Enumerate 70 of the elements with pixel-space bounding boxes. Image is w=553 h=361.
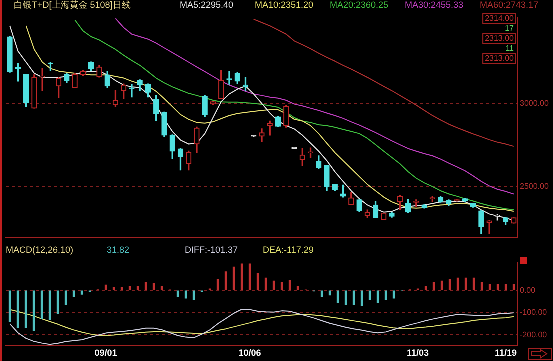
- bar: [120, 287, 124, 290]
- bar: [360, 290, 364, 306]
- bar: [344, 290, 348, 305]
- candlestick: [129, 84, 135, 98]
- bar: [448, 279, 452, 290]
- bar: [248, 264, 252, 290]
- chart-title: MACD(12,26,10): [6, 245, 74, 256]
- bar: [112, 287, 116, 290]
- text: MA10:2351.20: [255, 0, 314, 11]
- bar: [152, 283, 156, 290]
- bar: [64, 290, 68, 305]
- bar: [384, 290, 388, 300]
- bar: [472, 278, 476, 290]
- bar: [288, 280, 292, 290]
- bar: [216, 279, 220, 290]
- y-tick-label: -100.00: [520, 308, 548, 318]
- text: MA20:2360.25: [330, 0, 389, 11]
- bar: [440, 280, 444, 290]
- bar: [272, 280, 276, 290]
- x-tick-label: 11/03: [406, 348, 430, 358]
- bar: [240, 264, 244, 290]
- bar: [464, 278, 468, 290]
- bar: [504, 284, 508, 290]
- bar: [232, 266, 236, 290]
- y-tick-label: 3000.00: [520, 99, 550, 108]
- bar: [56, 290, 60, 314]
- bar: [224, 272, 228, 290]
- bar: [40, 290, 44, 319]
- bar: [432, 282, 436, 290]
- bar: [280, 282, 284, 290]
- bar: [32, 290, 36, 332]
- bar: [352, 290, 356, 305]
- x-tick-label: 09/01: [94, 348, 118, 358]
- bar: [480, 282, 484, 290]
- text: 31.82: [107, 245, 130, 256]
- y-tick-label: -200.00: [520, 330, 548, 340]
- bar: [144, 282, 148, 290]
- chart-title: 白银T+D[上海黄金 5108]日线: [14, 0, 131, 11]
- bar: [48, 290, 52, 321]
- bar: [496, 284, 500, 290]
- bar: [368, 290, 372, 300]
- annotation: 17: [505, 24, 515, 34]
- annotation: 11: [506, 44, 515, 54]
- bar: [264, 278, 268, 290]
- x-tick-label: 10/06: [238, 348, 262, 358]
- candlestick: [40, 68, 46, 92]
- bar: [256, 273, 260, 290]
- bar: [512, 284, 516, 290]
- bar: [456, 278, 460, 290]
- text: MA30:2455.33: [405, 0, 464, 11]
- candlestick: [226, 71, 232, 85]
- text: MA5:2295.40: [180, 0, 234, 11]
- candlestick: [486, 220, 492, 234]
- annotation: 2314.00: [485, 14, 515, 24]
- bar: [8, 290, 12, 322]
- bar: [104, 284, 108, 290]
- annotation: 2313.00: [485, 54, 515, 64]
- bar: [488, 284, 492, 290]
- bar: [16, 290, 20, 328]
- bar: [24, 290, 28, 328]
- text: MA60:2743.17: [480, 0, 539, 11]
- text: DEA:-117.29: [263, 245, 314, 256]
- y-tick-label: 2500.00: [520, 182, 550, 192]
- bar: [336, 290, 340, 304]
- annotation: 2313.00: [485, 34, 515, 44]
- y-tick-label: 0.00: [520, 286, 536, 295]
- bar: [192, 290, 196, 300]
- text: DIFF:-101.37: [185, 245, 238, 256]
- bar: [376, 290, 380, 304]
- x-tick-label: 11/19: [494, 348, 518, 358]
